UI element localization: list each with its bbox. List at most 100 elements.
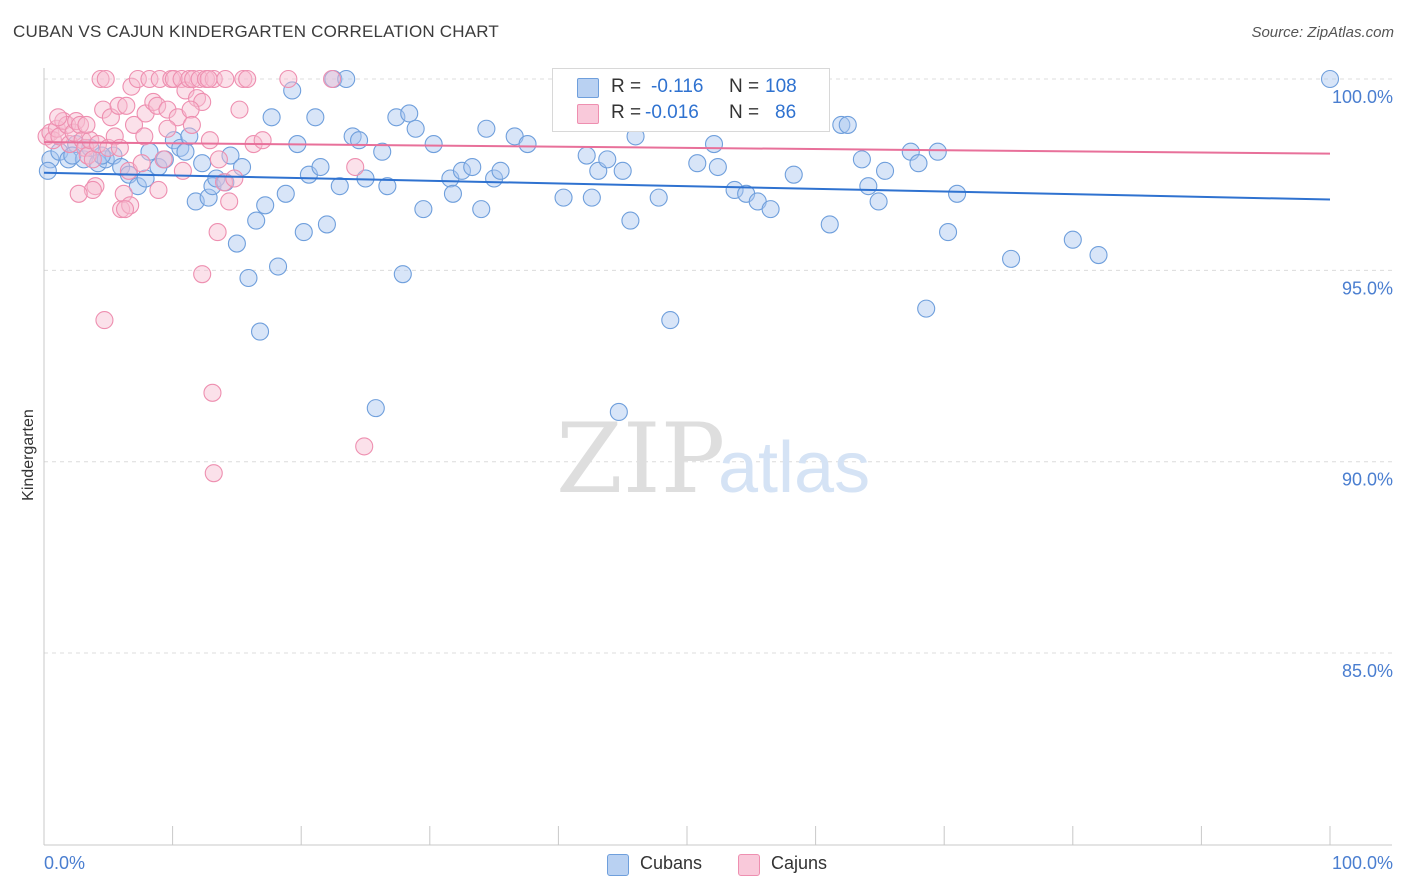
cajuns-point	[149, 180, 168, 200]
cubans-point	[400, 104, 419, 123]
chart-title: CUBAN VS CAJUN KINDERGARTEN CORRELATION …	[13, 22, 500, 41]
cubans-point	[609, 402, 628, 421]
cubans-point	[283, 81, 302, 100]
cajuns-r-label: R =	[611, 102, 642, 123]
cubans-point	[269, 257, 288, 276]
cubans-point	[227, 234, 246, 253]
cubans-r-value: -0.116	[651, 76, 704, 97]
cubans-point	[373, 142, 392, 161]
legend-cajuns-label: Cajuns	[771, 853, 828, 873]
cubans-point	[199, 188, 218, 207]
cajuns-point	[70, 115, 90, 134]
cajuns-trend-line	[43, 141, 1331, 155]
cajuns-point	[105, 127, 124, 146]
cubans-point	[276, 184, 295, 203]
cubans-point	[875, 161, 895, 180]
cajuns-point	[234, 69, 253, 89]
cubans-r-label: R =	[611, 76, 642, 97]
cubans-point	[1002, 249, 1021, 268]
cubans-point	[350, 131, 369, 150]
stats-legend: R = -0.116 N = 108 R = -0.016 N = 86	[552, 68, 830, 132]
y-tick-label-2: 90.0%	[1342, 470, 1393, 490]
cubans-point	[463, 157, 482, 177]
cajuns-point	[83, 180, 102, 200]
cajuns-point	[95, 311, 114, 330]
cajuns-point	[204, 464, 223, 483]
cajuns-n-label: N =	[729, 102, 760, 123]
cajuns-point	[114, 184, 133, 203]
cubans-point	[472, 200, 491, 219]
cubans-point	[1320, 69, 1340, 89]
cajuns-point	[253, 131, 272, 150]
cubans-point	[378, 177, 397, 196]
cajuns-point	[96, 69, 115, 89]
cubans-point	[852, 150, 871, 169]
cubans-point	[128, 177, 147, 196]
legend-cubans-swatch	[607, 854, 629, 876]
cubans-point	[939, 223, 958, 242]
cubans-point	[164, 131, 183, 150]
cajuns-point	[209, 150, 228, 169]
cubans-point	[366, 399, 385, 418]
cubans-point	[725, 180, 744, 200]
x-tick-label-1: 100.0%	[1332, 853, 1393, 873]
cajuns-point	[83, 150, 102, 169]
cajuns-point	[117, 96, 136, 115]
cajuns-point	[182, 115, 201, 134]
cajuns-point	[184, 69, 203, 89]
cubans-point	[414, 200, 433, 219]
cajuns-point	[346, 157, 365, 177]
cajuns-point	[91, 69, 110, 89]
cajuns-point	[154, 150, 173, 169]
cubans-n-value: 108	[765, 76, 797, 97]
cajuns-point	[238, 69, 257, 89]
cubans-point	[317, 215, 336, 234]
cubans-point	[613, 161, 632, 180]
cubans-point	[193, 154, 212, 173]
source-label: Source: ZipAtlas.com	[1251, 24, 1394, 41]
cajuns-point	[109, 96, 128, 115]
cubans-point	[1089, 245, 1108, 265]
cajuns-point	[225, 169, 244, 188]
cajuns-point	[279, 69, 298, 89]
cubans-point	[239, 268, 258, 288]
cajuns-point	[135, 127, 154, 146]
cubans-point	[337, 69, 356, 89]
cajuns-point	[214, 173, 234, 192]
cubans-points	[38, 69, 1340, 421]
tick-labels: 100.0% 95.0% 90.0% 85.0% 0.0% 100.0%	[44, 87, 1393, 873]
cajuns-point	[230, 100, 249, 119]
cubans-point	[247, 211, 266, 230]
cajuns-point	[220, 192, 239, 211]
cubans-point	[948, 184, 967, 203]
watermark-atlas: atlas	[718, 428, 870, 508]
cajuns-point	[173, 161, 192, 180]
cubans-point	[262, 108, 281, 127]
cubans-point	[909, 154, 928, 173]
cubans-point	[917, 299, 936, 318]
cubans-point	[928, 142, 947, 161]
y-tick-label-3: 85.0%	[1342, 661, 1393, 681]
cubans-point	[621, 211, 640, 230]
cubans-point	[38, 161, 57, 180]
cubans-n-label: N =	[729, 76, 760, 97]
legend-cubans-label: Cubans	[640, 853, 703, 873]
cubans-point	[176, 142, 195, 161]
watermark-zip: ZIP	[556, 403, 725, 515]
cajuns-point	[140, 69, 159, 89]
cajuns-point	[193, 265, 212, 284]
cubans-point	[294, 223, 313, 242]
cubans-point	[708, 157, 727, 177]
cubans-point	[221, 146, 240, 165]
cajuns-point	[115, 200, 135, 219]
legend-row-cubans: R = -0.116 N = 108	[553, 75, 829, 101]
cubans-point	[869, 192, 888, 211]
cajuns-point	[158, 100, 177, 119]
cubans-trend-line	[43, 171, 1331, 201]
cajuns-point	[77, 115, 96, 134]
cajuns-point	[199, 69, 218, 89]
cubans-point	[1063, 230, 1082, 249]
cubans-point	[477, 119, 496, 138]
cubans-point	[452, 161, 472, 180]
